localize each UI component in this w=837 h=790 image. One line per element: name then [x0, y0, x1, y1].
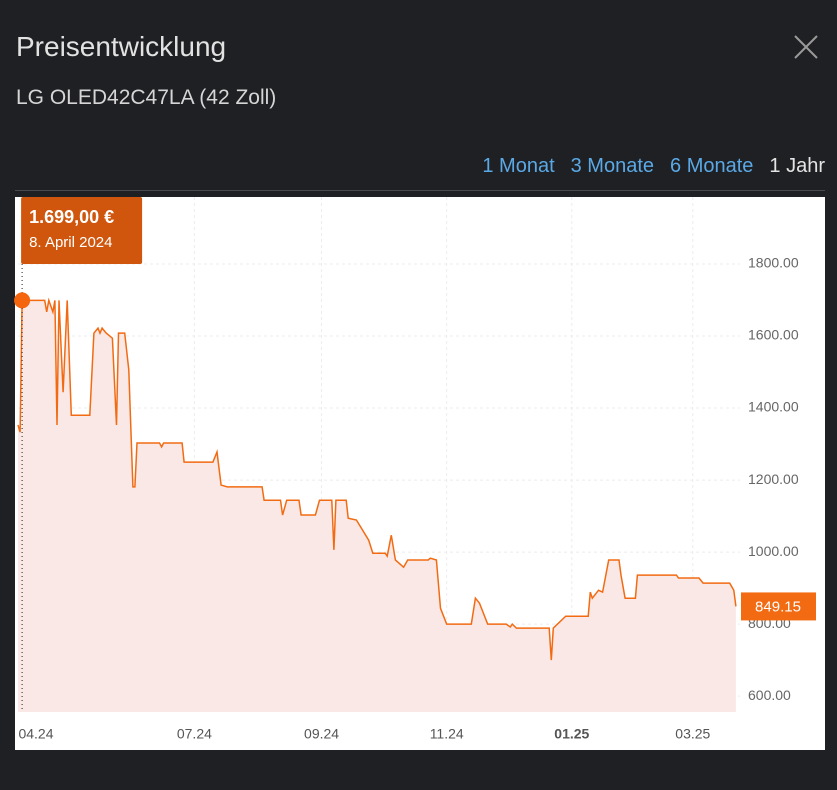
tooltip-point [14, 292, 31, 309]
range-tab[interactable]: 3 Monate [570, 155, 655, 177]
range-tab[interactable]: 1 Jahr [769, 155, 825, 177]
y-tick-label: 600.00 [748, 687, 791, 703]
y-tick-label: 1600.00 [748, 327, 799, 343]
range-tab[interactable]: 6 Monate [670, 155, 754, 177]
price-area [18, 300, 736, 712]
tooltip-box [21, 197, 143, 264]
subtitle: LG OLED42C47LA (42 Zoll) [16, 86, 277, 109]
y-tick-label: 1800.00 [748, 255, 799, 271]
tooltip-price: 1.699,00 € [29, 207, 114, 227]
tooltip-date: 8. April 2024 [29, 234, 112, 251]
price-line [17, 297, 737, 661]
title: Preisentwicklung [16, 31, 227, 62]
x-tick-label: 11.24 [430, 726, 464, 742]
y-tick-label: 1000.00 [748, 543, 799, 559]
x-tick-label: 09.24 [304, 726, 339, 742]
divider [15, 190, 825, 191]
last-price-label: 849.15 [755, 598, 801, 615]
x-tick-label: 04.24 [18, 726, 53, 742]
last-price-box [741, 592, 816, 621]
close-button[interactable] [793, 34, 819, 60]
x-tick-label: 03.25 [675, 726, 710, 742]
range-tab[interactable]: 1 Monat [482, 155, 555, 177]
tab-bar: 1 Monat 3 Monate 6 Monate 1 Jahr [482, 155, 825, 178]
x-tick-label: 01.25 [554, 726, 589, 742]
y-tick-label: 1400.00 [748, 399, 799, 415]
x-tick-label: 07.24 [177, 726, 212, 742]
y-tick-label: 1200.00 [748, 471, 799, 487]
